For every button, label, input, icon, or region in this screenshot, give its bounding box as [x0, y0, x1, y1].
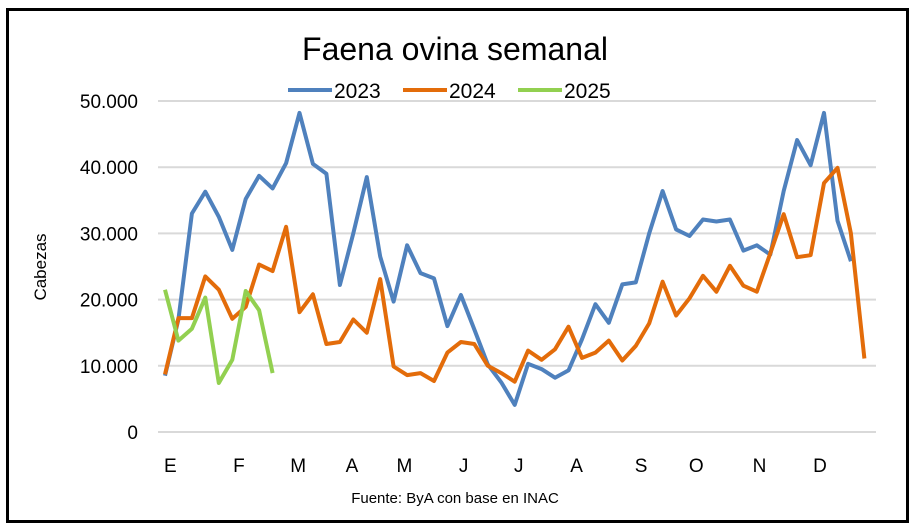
- y-tick-label: 40.000: [80, 158, 138, 179]
- x-tick-label: O: [689, 456, 704, 477]
- y-axis-ticks: 0 10.000 20.000 30.000 40.000 50.000: [80, 92, 138, 444]
- legend: 2023 2024 2025: [288, 80, 611, 103]
- source-note: Fuente: ByA con base en INAC: [351, 490, 559, 507]
- x-tick-label: M: [396, 456, 412, 477]
- y-tick-label: 30.000: [80, 224, 138, 245]
- legend-label: 2025: [564, 80, 611, 103]
- legend-label: 2023: [334, 80, 381, 103]
- x-tick-label: M: [290, 456, 306, 477]
- gridlines: [158, 100, 876, 433]
- y-tick-label: 20.000: [80, 291, 138, 312]
- legend-label: 2024: [449, 80, 496, 103]
- chart-title: Faena ovina semanal: [302, 31, 608, 67]
- x-tick-label: E: [164, 456, 177, 477]
- y-tick-label: 50.000: [80, 92, 138, 113]
- x-tick-label: J: [459, 456, 469, 477]
- y-tick-label: 0: [127, 423, 138, 444]
- series-line-2023: [163, 110, 853, 407]
- x-tick-label: D: [813, 456, 827, 477]
- x-tick-label: J: [514, 456, 524, 477]
- x-tick-label: A: [570, 456, 583, 477]
- series-lines: [163, 110, 867, 407]
- x-tick-label: A: [346, 456, 359, 477]
- y-axis-label: Cabezas: [31, 233, 50, 300]
- x-tick-label: F: [233, 456, 245, 477]
- y-tick-label: 10.000: [80, 357, 138, 378]
- x-tick-label: N: [753, 456, 767, 477]
- x-tick-label: S: [635, 456, 648, 477]
- series-line-2025: [163, 289, 275, 385]
- chart-frame: [6, 8, 909, 523]
- series-line-2024: [163, 165, 867, 384]
